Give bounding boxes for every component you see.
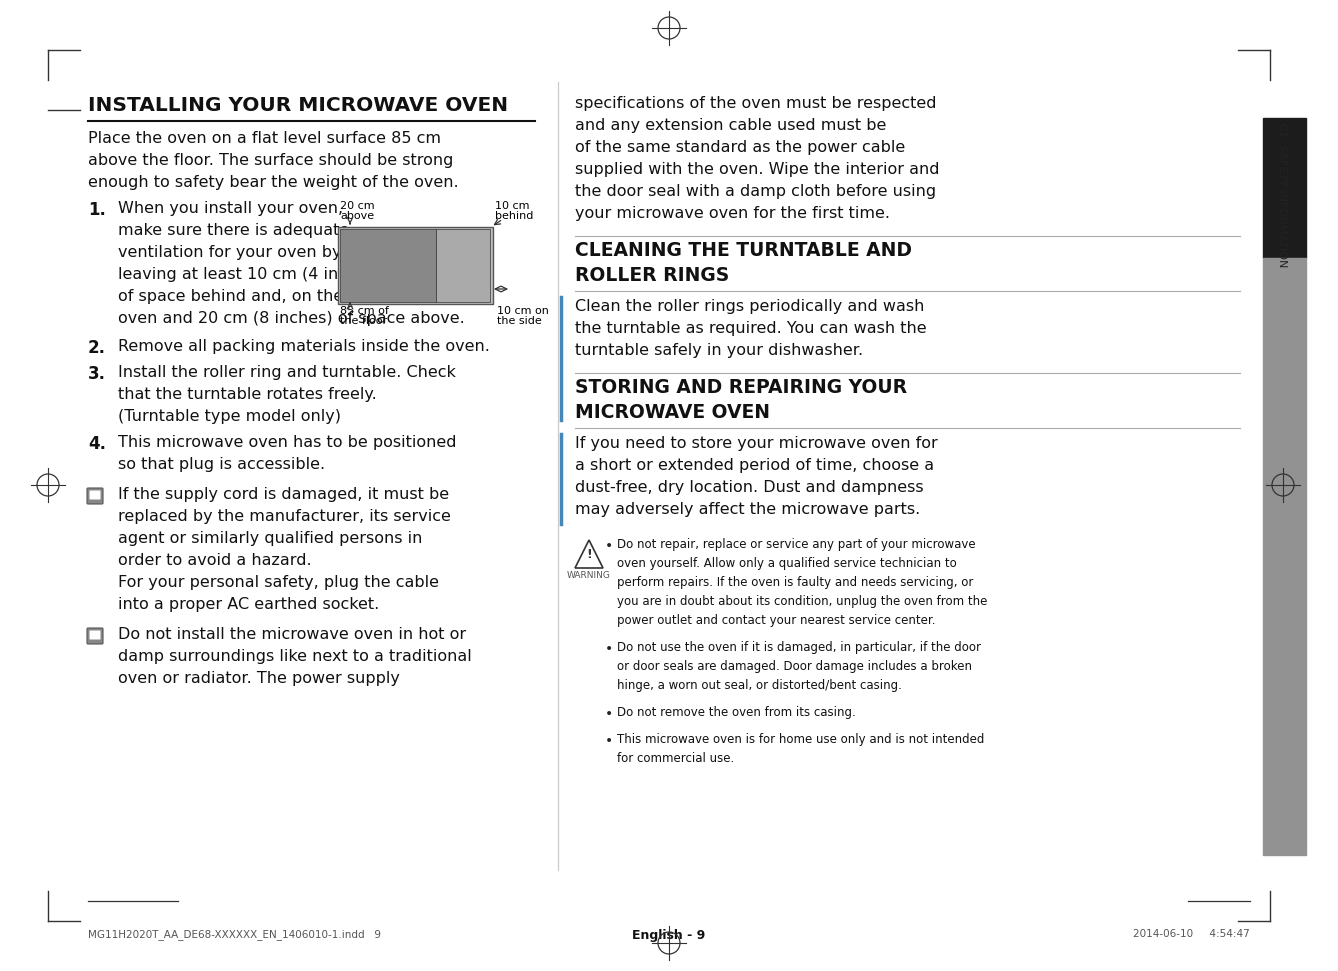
Text: the side: the side (496, 316, 542, 326)
Text: order to avoid a hazard.: order to avoid a hazard. (118, 553, 312, 568)
Text: 4.: 4. (88, 435, 106, 453)
Text: Do not install the microwave oven in hot or: Do not install the microwave oven in hot… (118, 627, 466, 642)
Text: make sure there is adequate: make sure there is adequate (118, 223, 349, 238)
Text: power outlet and contact your nearest service center.: power outlet and contact your nearest se… (617, 614, 935, 627)
Text: oven yourself. Allow only a qualified service technician to: oven yourself. Allow only a qualified se… (617, 557, 957, 570)
Text: MICROWAVE OVEN: MICROWAVE OVEN (575, 403, 769, 422)
Text: a short or extended period of time, choose a: a short or extended period of time, choo… (575, 458, 934, 473)
Text: Remove all packing materials inside the oven.: Remove all packing materials inside the … (118, 339, 490, 354)
Text: supplied with the oven. Wipe the interior and: supplied with the oven. Wipe the interio… (575, 162, 939, 177)
Text: This microwave oven is for home use only and is not intended: This microwave oven is for home use only… (617, 733, 985, 746)
Text: your microwave oven for the first time.: your microwave oven for the first time. (575, 206, 890, 221)
Text: When you install your oven,: When you install your oven, (118, 201, 343, 216)
Text: Clean the roller rings periodically and wash: Clean the roller rings periodically and … (575, 299, 925, 314)
Text: •: • (605, 707, 613, 721)
Text: oven and 20 cm (8 inches) of space above.: oven and 20 cm (8 inches) of space above… (118, 311, 464, 326)
Text: into a proper AC earthed socket.: into a proper AC earthed socket. (118, 597, 379, 612)
Text: and any extension cable used must be: and any extension cable used must be (575, 118, 886, 133)
Text: •: • (605, 642, 613, 656)
Text: (Turntable type model only): (Turntable type model only) (118, 409, 341, 424)
Text: the door seal with a damp cloth before using: the door seal with a damp cloth before u… (575, 184, 937, 199)
FancyBboxPatch shape (90, 490, 100, 499)
Text: the floor: the floor (340, 316, 387, 326)
Text: of space behind and, on the sides of the: of space behind and, on the sides of the (118, 289, 442, 304)
Text: •: • (605, 734, 613, 748)
Text: Place the oven on a flat level surface 85 cm: Place the oven on a flat level surface 8… (88, 131, 442, 146)
Text: MG11H2020T_AA_DE68-XXXXXX_EN_1406010-1.indd   9: MG11H2020T_AA_DE68-XXXXXX_EN_1406010-1.i… (88, 929, 381, 940)
Text: may adversely affect the microwave parts.: may adversely affect the microwave parts… (575, 502, 921, 517)
Text: 10 cm on: 10 cm on (496, 306, 549, 316)
Text: 3.: 3. (88, 365, 106, 383)
Bar (1263, 258, 1306, 855)
Text: Do not remove the oven from its casing.: Do not remove the oven from its casing. (617, 706, 856, 719)
Text: 2.: 2. (88, 339, 106, 357)
Text: This microwave oven has to be positioned: This microwave oven has to be positioned (118, 435, 456, 450)
Text: 20 cm: 20 cm (340, 201, 375, 211)
Text: turntable safely in your dishwasher.: turntable safely in your dishwasher. (575, 343, 863, 358)
Bar (436, 229, 490, 302)
Text: agent or similarly qualified persons in: agent or similarly qualified persons in (118, 531, 423, 546)
Text: If the supply cord is damaged, it must be: If the supply cord is damaged, it must b… (118, 487, 450, 502)
Text: Install the roller ring and turntable. Check: Install the roller ring and turntable. C… (118, 365, 456, 380)
Text: or door seals are damaged. Door damage includes a broken: or door seals are damaged. Door damage i… (617, 660, 971, 673)
Text: the turntable as required. You can wash the: the turntable as required. You can wash … (575, 321, 927, 336)
Text: English - 9: English - 9 (633, 929, 705, 942)
Text: oven or radiator. The power supply: oven or radiator. The power supply (118, 671, 400, 686)
Text: 85 cm of: 85 cm of (340, 306, 389, 316)
Text: that the turntable rotates freely.: that the turntable rotates freely. (118, 387, 377, 402)
Text: 01  SAFETY INFORMATION: 01 SAFETY INFORMATION (1276, 123, 1287, 267)
Text: specifications of the oven must be respected: specifications of the oven must be respe… (575, 96, 937, 111)
Text: for commercial use.: for commercial use. (617, 752, 735, 765)
Text: !: ! (586, 548, 591, 561)
Text: behind: behind (495, 211, 534, 221)
Text: perform repairs. If the oven is faulty and needs servicing, or: perform repairs. If the oven is faulty a… (617, 576, 973, 589)
Text: so that plug is accessible.: so that plug is accessible. (118, 457, 325, 472)
Text: hinge, a worn out seal, or distorted/bent casing.: hinge, a worn out seal, or distorted/ben… (617, 679, 902, 692)
FancyBboxPatch shape (90, 630, 100, 640)
Text: •: • (605, 539, 613, 553)
Text: 10 cm: 10 cm (495, 201, 530, 211)
Text: STORING AND REPAIRING YOUR: STORING AND REPAIRING YOUR (575, 378, 907, 397)
Text: dust-free, dry location. Dust and dampness: dust-free, dry location. Dust and dampne… (575, 480, 923, 495)
Bar (340, 229, 436, 302)
Polygon shape (575, 540, 603, 568)
Text: you are in doubt about its condition, unplug the oven from the: you are in doubt about its condition, un… (617, 595, 987, 608)
Text: replaced by the manufacturer, its service: replaced by the manufacturer, its servic… (118, 509, 451, 524)
Text: For your personal safety, plug the cable: For your personal safety, plug the cable (118, 575, 439, 590)
Text: WARNING: WARNING (567, 571, 611, 580)
Text: 1.: 1. (88, 201, 106, 219)
Text: ROLLER RINGS: ROLLER RINGS (575, 266, 729, 285)
Bar (1263, 118, 1306, 258)
Text: 2014-06-10     4:54:47: 2014-06-10 4:54:47 (1133, 929, 1250, 939)
FancyBboxPatch shape (87, 628, 103, 644)
Text: of the same standard as the power cable: of the same standard as the power cable (575, 140, 906, 155)
Text: above the floor. The surface should be strong: above the floor. The surface should be s… (88, 153, 454, 168)
Text: above: above (340, 211, 375, 221)
FancyBboxPatch shape (87, 488, 103, 504)
Text: ventilation for your oven by: ventilation for your oven by (118, 245, 341, 260)
Text: CLEANING THE TURNTABLE AND: CLEANING THE TURNTABLE AND (575, 241, 913, 260)
Text: leaving at least 10 cm (4 inches): leaving at least 10 cm (4 inches) (118, 267, 381, 282)
Text: INSTALLING YOUR MICROWAVE OVEN: INSTALLING YOUR MICROWAVE OVEN (88, 96, 508, 115)
Text: If you need to store your microwave oven for: If you need to store your microwave oven… (575, 436, 938, 451)
Text: damp surroundings like next to a traditional: damp surroundings like next to a traditi… (118, 649, 472, 664)
Text: Do not repair, replace or service any part of your microwave: Do not repair, replace or service any pa… (617, 538, 975, 551)
Bar (339, 227, 492, 304)
Text: enough to safety bear the weight of the oven.: enough to safety bear the weight of the … (88, 175, 459, 190)
Text: Do not use the oven if it is damaged, in particular, if the door: Do not use the oven if it is damaged, in… (617, 641, 981, 654)
